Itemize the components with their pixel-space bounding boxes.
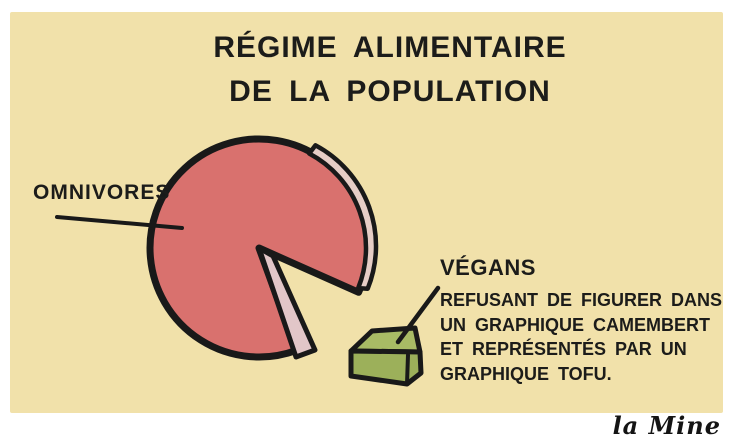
vegans-leader-line <box>395 285 441 345</box>
vegans-note-line: UN GRAPHIQUE CAMEMBERT <box>440 314 711 335</box>
pie-rim-side <box>306 143 379 291</box>
omnivores-leader-line <box>55 215 184 230</box>
tofu-cube-top <box>348 325 423 355</box>
vegans-note-line: GRAPHIQUE TOFU. <box>440 363 612 384</box>
tofu-cube-front <box>348 348 424 387</box>
vegans-annotation: VÉGANS REFUSANT DE FIGURER DANS UN GRAPH… <box>440 255 722 386</box>
artist-signature: la Mine <box>612 411 721 440</box>
chart-title-line1: RÉGIME ALIMENTAIRE <box>213 31 567 64</box>
chart-title-line2: DE LA POPULATION <box>229 75 551 108</box>
vegans-note-line: ET REPRÉSENTÉS PAR UN <box>440 339 687 359</box>
label-vegans: VÉGANS <box>440 255 536 280</box>
vegans-note-line: REFUSANT DE FIGURER DANS <box>440 290 723 310</box>
tofu-cube-front-edge <box>405 353 410 386</box>
chart-title: RÉGIME ALIMENTAIRE DE LA POPULATION <box>110 26 670 114</box>
pie-cut-face <box>256 245 318 360</box>
label-omnivores: OMNIVORES <box>33 181 171 204</box>
